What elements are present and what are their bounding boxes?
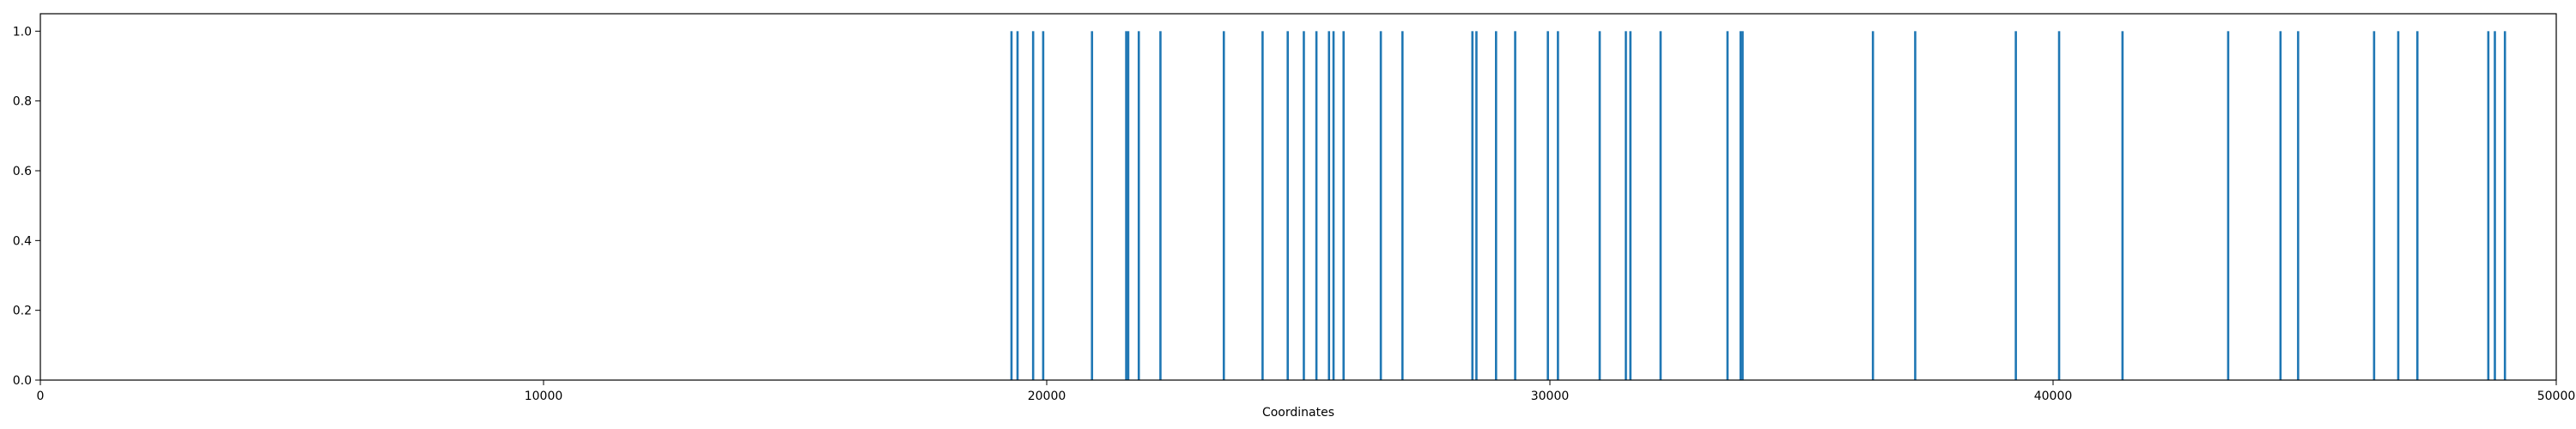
bar (1625, 31, 1627, 380)
bar (1557, 31, 1559, 380)
bar (1031, 31, 1035, 380)
bar (2494, 31, 2496, 380)
bar (1327, 31, 1331, 380)
bar (2227, 31, 2230, 380)
bar (1629, 31, 1632, 380)
bar (1303, 31, 1305, 380)
bar-series (1010, 31, 2506, 380)
x-tick-label: 50000 (2537, 390, 2576, 403)
bar (2297, 31, 2300, 380)
y-tick-label: 0.6 (13, 165, 32, 178)
y-tick-label: 0.8 (13, 95, 32, 109)
bar (1342, 31, 1346, 380)
bar (1379, 31, 1382, 380)
x-tick-label: 30000 (1531, 390, 1570, 403)
bar (2397, 31, 2400, 380)
y-axis-ticks: 0.0 0.2 0.4 0.6 0.8 1.0 (13, 25, 40, 388)
bar (1159, 31, 1162, 380)
bar (2372, 31, 2376, 380)
x-axis-ticks: 0 10000 20000 30000 40000 50000 (37, 380, 2576, 403)
bar (1127, 31, 1130, 380)
bar (1471, 31, 1474, 380)
bar (1871, 31, 1874, 380)
bar (1010, 31, 1013, 380)
bar (1042, 31, 1045, 380)
x-tick-label: 10000 (525, 390, 563, 403)
bar (1332, 31, 1335, 380)
x-tick-label: 40000 (2034, 390, 2073, 403)
bar (2487, 31, 2490, 380)
bar (1495, 31, 1498, 380)
bar (1091, 31, 1094, 380)
bar (1016, 31, 1019, 380)
y-tick-label: 1.0 (13, 25, 32, 39)
bar (1222, 31, 1225, 380)
bar (1286, 31, 1289, 380)
bar (1598, 31, 1601, 380)
bar (1261, 31, 1264, 380)
bar (1137, 31, 1140, 380)
bar (1726, 31, 1729, 380)
bar (1739, 31, 1742, 380)
y-tick-label: 0.4 (13, 234, 32, 248)
bar (2014, 31, 2017, 380)
bar (1914, 31, 1917, 380)
bar (1741, 31, 1744, 380)
x-tick-label: 0 (37, 390, 45, 403)
bar (2415, 31, 2419, 380)
bar (2279, 31, 2282, 380)
bar (1659, 31, 1662, 380)
bar (2057, 31, 2061, 380)
x-axis-label: Coordinates (1262, 406, 1334, 420)
bar (1401, 31, 1404, 380)
bar (1475, 31, 1478, 380)
bar (2121, 31, 2124, 380)
bar (1546, 31, 1549, 380)
x-tick-label: 20000 (1028, 390, 1066, 403)
plot-area-frame (39, 13, 2557, 381)
bar (1315, 31, 1318, 380)
bar (1514, 31, 1516, 380)
y-tick-label: 0.0 (13, 374, 32, 388)
bar (1125, 31, 1127, 380)
bar (2503, 31, 2506, 380)
y-tick-label: 0.2 (13, 305, 32, 318)
